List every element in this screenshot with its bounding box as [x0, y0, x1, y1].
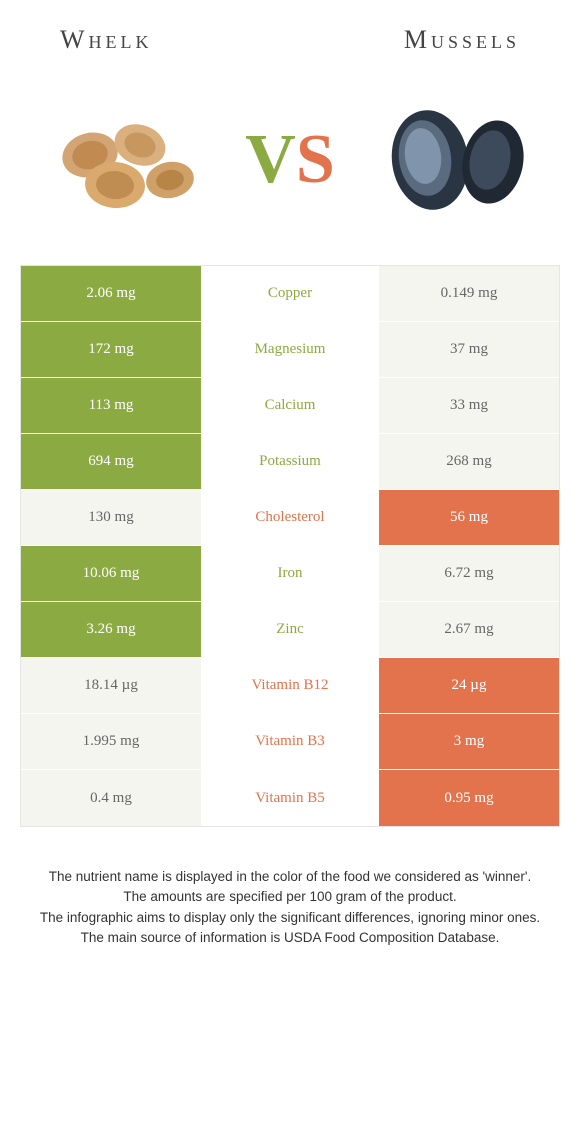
cell-left-value: 694 mg [21, 434, 201, 489]
cell-right-value: 6.72 mg [379, 546, 559, 601]
table-row: 1.995 mgVitamin B33 mg [21, 714, 559, 770]
table-row: 10.06 mgIron6.72 mg [21, 546, 559, 602]
cell-left-value: 172 mg [21, 322, 201, 377]
table-row: 0.4 mgVitamin B50.95 mg [21, 770, 559, 826]
header: Whelk Mussels [0, 0, 580, 65]
cell-nutrient-name: Copper [201, 266, 379, 321]
cell-right-value: 37 mg [379, 322, 559, 377]
cell-left-value: 0.4 mg [21, 770, 201, 826]
cell-right-value: 56 mg [379, 490, 559, 545]
cell-right-value: 0.149 mg [379, 266, 559, 321]
footer-line-1: The nutrient name is displayed in the co… [30, 867, 550, 887]
cell-left-value: 113 mg [21, 378, 201, 433]
table-row: 694 mgPotassium268 mg [21, 434, 559, 490]
vs-v: V [245, 120, 296, 200]
cell-nutrient-name: Potassium [201, 434, 379, 489]
cell-left-value: 130 mg [21, 490, 201, 545]
mussels-image [370, 90, 540, 230]
table-row: 3.26 mgZinc2.67 mg [21, 602, 559, 658]
footer-line-2: The amounts are specified per 100 gram o… [30, 887, 550, 907]
cell-nutrient-name: Vitamin B3 [201, 714, 379, 769]
table-row: 18.14 µgVitamin B1224 µg [21, 658, 559, 714]
footer-line-3: The infographic aims to display only the… [30, 908, 550, 928]
cell-right-value: 2.67 mg [379, 602, 559, 657]
images-row: VS [0, 65, 580, 265]
table-row: 113 mgCalcium33 mg [21, 378, 559, 434]
food-title-left: Whelk [60, 25, 153, 55]
cell-left-value: 1.995 mg [21, 714, 201, 769]
whelk-image [40, 90, 210, 230]
cell-left-value: 18.14 µg [21, 658, 201, 713]
cell-right-value: 268 mg [379, 434, 559, 489]
vs-s: S [296, 120, 335, 200]
cell-left-value: 2.06 mg [21, 266, 201, 321]
comparison-table: 2.06 mgCopper0.149 mg172 mgMagnesium37 m… [20, 265, 560, 827]
cell-nutrient-name: Cholesterol [201, 490, 379, 545]
table-row: 2.06 mgCopper0.149 mg [21, 266, 559, 322]
footer-text: The nutrient name is displayed in the co… [0, 827, 580, 948]
cell-nutrient-name: Iron [201, 546, 379, 601]
cell-nutrient-name: Calcium [201, 378, 379, 433]
cell-left-value: 3.26 mg [21, 602, 201, 657]
cell-nutrient-name: Vitamin B12 [201, 658, 379, 713]
cell-nutrient-name: Magnesium [201, 322, 379, 377]
table-row: 130 mgCholesterol56 mg [21, 490, 559, 546]
cell-right-value: 24 µg [379, 658, 559, 713]
cell-nutrient-name: Zinc [201, 602, 379, 657]
table-row: 172 mgMagnesium37 mg [21, 322, 559, 378]
cell-left-value: 10.06 mg [21, 546, 201, 601]
footer-line-4: The main source of information is USDA F… [30, 928, 550, 948]
cell-nutrient-name: Vitamin B5 [201, 770, 379, 826]
cell-right-value: 0.95 mg [379, 770, 559, 826]
food-title-right: Mussels [404, 25, 520, 55]
cell-right-value: 33 mg [379, 378, 559, 433]
cell-right-value: 3 mg [379, 714, 559, 769]
vs-label: VS [245, 120, 335, 200]
